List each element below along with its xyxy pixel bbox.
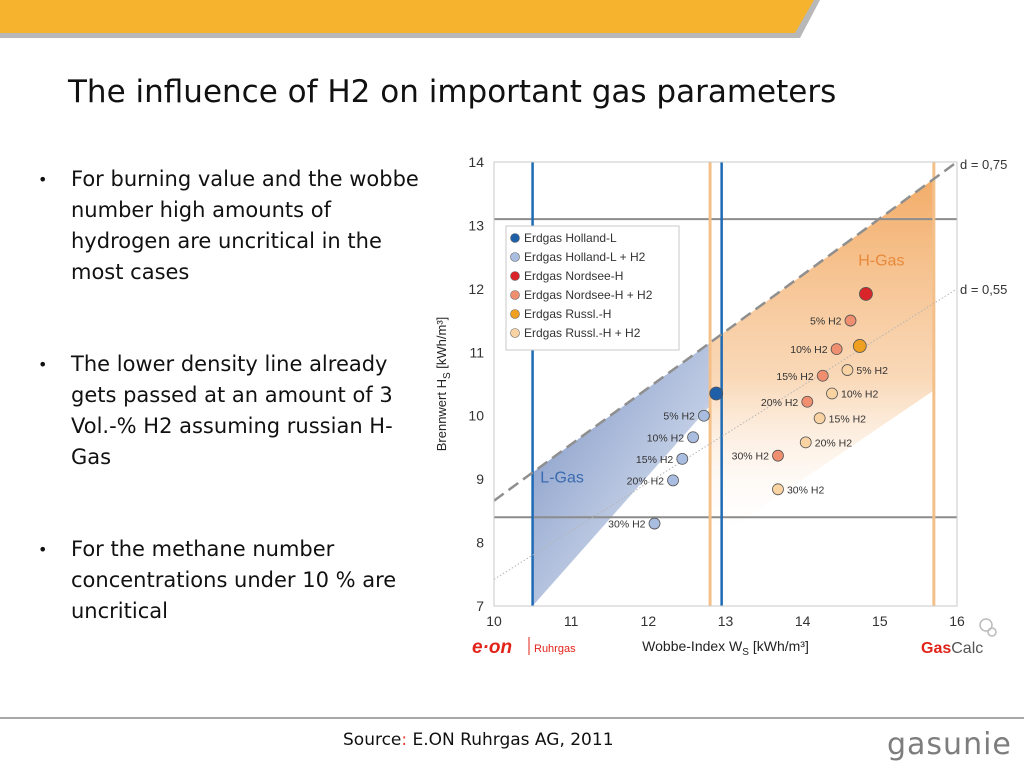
legend-label: Erdgas Russl.-H: [524, 307, 611, 321]
x-tick-label: 10: [486, 613, 502, 629]
gasunie-logo: gasunie: [887, 727, 1012, 762]
point-label: 15% H2: [829, 413, 867, 425]
y-tick-label: 14: [468, 154, 484, 170]
legend-label: Erdgas Nordsee-H: [524, 269, 623, 283]
density-label: d = 0,75: [960, 157, 1007, 172]
legend-swatch: [510, 271, 520, 281]
point-label: 20% H2: [815, 437, 853, 449]
point-label: 10% H2: [647, 432, 685, 444]
data-point: [826, 387, 838, 400]
bullet-text: For burning value and the wobbe number h…: [71, 167, 419, 284]
ruhrgas-logo: Ruhrgas: [534, 643, 576, 655]
density-line-075: [493, 160, 958, 502]
footer-divider: [0, 717, 1024, 719]
y-tick-label: 11: [469, 344, 484, 360]
bullet-dot-icon: •: [38, 170, 48, 189]
data-point: [697, 409, 710, 422]
data-point: [799, 436, 812, 449]
y-tick-label: 12: [468, 281, 484, 297]
point-label: 15% H2: [636, 454, 674, 466]
legend-swatch: [510, 309, 520, 319]
data-point: [709, 386, 724, 401]
x-tick-label: 12: [641, 613, 657, 629]
source-citation: Source: E.ON Ruhrgas AG, 2011: [343, 730, 614, 750]
bullet-dot-icon: •: [38, 540, 48, 559]
bullet-item: • For burning value and the wobbe number…: [38, 164, 428, 288]
gascalc-logo: GasCalc: [921, 640, 983, 657]
y-tick-label: 13: [468, 217, 484, 233]
point-label: 30% H2: [732, 451, 770, 463]
y-tick-label: 8: [476, 535, 484, 551]
bullet-list: • For burning value and the wobbe number…: [38, 164, 428, 627]
point-label: 20% H2: [761, 397, 799, 409]
bullet-text: The lower density line already gets pass…: [71, 352, 393, 469]
x-tick-label: 13: [718, 613, 734, 629]
top-accent-bar: [0, 0, 820, 38]
legend-label: Erdgas Holland-L + H2: [524, 250, 646, 264]
legend-label: Erdgas Russl.-H + H2: [524, 326, 641, 340]
data-point: [648, 517, 661, 530]
density-line-055: [493, 288, 958, 580]
wobbe-chart: d = 0,75 d = 0,55 L-Gas H-Gas 5% H2 10% H2 15…: [434, 154, 1007, 658]
data-point: [841, 364, 854, 376]
point-label: 5% H2: [810, 316, 842, 328]
bullet-text: For the methane number concentrations un…: [71, 537, 397, 623]
legend-swatch: [510, 233, 520, 243]
point-label: 5% H2: [856, 365, 888, 377]
point-label: 5% H2: [663, 411, 695, 423]
data-point: [667, 474, 679, 487]
data-point: [816, 369, 829, 382]
y-tick-label: 9: [476, 471, 484, 487]
slide-title: The influence of H2 on important gas par…: [68, 74, 837, 110]
x-tick-label: 11: [564, 613, 579, 629]
y-axis-label: Brennwert HS [kWh/m³]: [434, 317, 453, 452]
y-tick-label: 7: [476, 598, 484, 614]
l-gas-region: [532, 342, 711, 606]
bullet-dot-icon: •: [38, 355, 48, 374]
point-label: 10% H2: [841, 389, 879, 401]
plot-frame: [493, 161, 958, 607]
legend-swatch: [510, 328, 520, 338]
bullet-item: • The lower density line already gets pa…: [38, 349, 428, 473]
legend-label: Erdgas Holland-L: [524, 231, 617, 245]
x-tick-label: 14: [795, 613, 811, 629]
x-tick-label: 16: [949, 613, 965, 629]
source-label: Source: [343, 730, 402, 750]
data-point: [844, 314, 857, 327]
point-label: 30% H2: [787, 484, 825, 496]
data-point: [676, 452, 689, 465]
eon-logo: e·on: [472, 637, 512, 658]
region-label: H-Gas: [858, 252, 904, 269]
point-label: 30% H2: [608, 519, 646, 531]
source-text: E.ON Ruhrgas AG, 2011: [412, 730, 614, 750]
data-point: [813, 412, 826, 425]
legend-swatch: [510, 252, 520, 262]
point-label: 15% H2: [776, 371, 814, 383]
data-point: [859, 287, 873, 301]
point-label: 20% H2: [627, 475, 665, 487]
data-point: [772, 449, 784, 462]
data-point: [801, 395, 814, 408]
point-label: 10% H2: [790, 344, 828, 356]
gascalc-mark-icon: [987, 627, 997, 637]
density-label: d = 0,55: [960, 282, 1007, 297]
legend-swatch: [510, 290, 520, 300]
legend-box: [505, 225, 680, 351]
data-point: [687, 431, 699, 444]
gascalc-mark-icon: [979, 618, 993, 632]
accent-band: [0, 0, 814, 33]
x-tick-label: 15: [872, 613, 888, 629]
h-gas-region: [710, 178, 934, 543]
data-point: [830, 343, 843, 356]
x-axis-label: Wobbe-Index WS [kWh/m³]: [642, 638, 809, 658]
y-tick-label: 10: [468, 408, 484, 424]
bullet-item: • For the methane number concentrations …: [38, 534, 428, 627]
region-label: L-Gas: [540, 469, 584, 486]
data-point: [852, 339, 867, 353]
source-colon: :: [401, 730, 408, 750]
legend-label: Erdgas Nordsee-H + H2: [524, 288, 653, 302]
data-point: [772, 483, 784, 496]
